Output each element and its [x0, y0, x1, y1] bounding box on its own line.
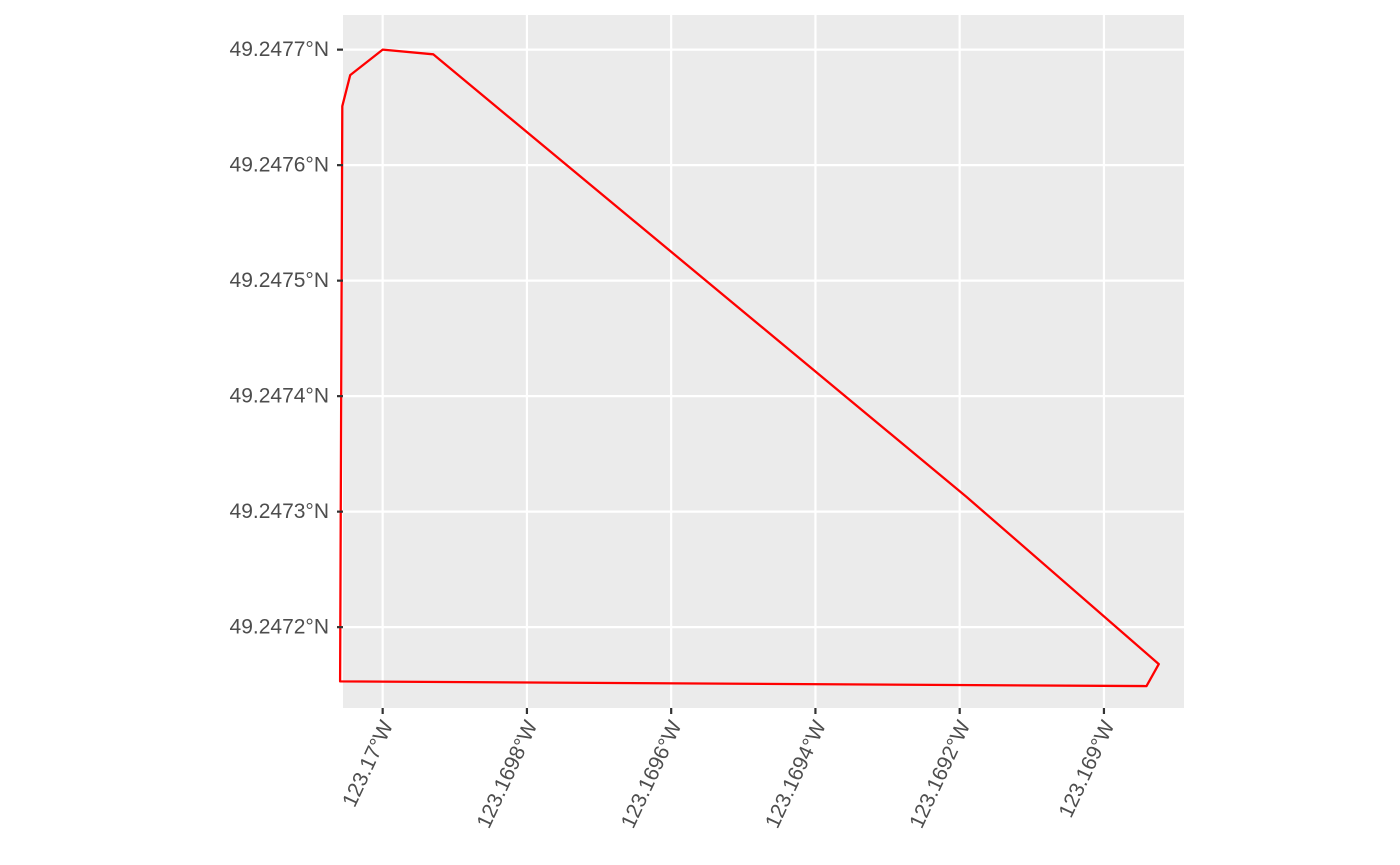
x-tick-label: 123.1696°W: [617, 717, 687, 832]
y-tick-label: 49.2477°N: [230, 38, 329, 61]
y-tick-label: 49.2474°N: [230, 385, 329, 408]
x-tick-label: 123.169°W: [1055, 717, 1120, 821]
x-tick-label: 123.1692°W: [905, 717, 975, 832]
x-tick-label: 123.17°W: [338, 717, 398, 811]
y-tick-label: 49.2475°N: [230, 269, 329, 292]
y-axis: 49.2477°N 49.2476°N 49.2475°N 49.2474°N 49.2…: [230, 38, 343, 639]
panel-background: [343, 15, 1184, 708]
y-tick-label: 49.2473°N: [230, 500, 329, 523]
y-tick-label: 49.2472°N: [230, 616, 329, 639]
x-gridlines: [381, 15, 1106, 708]
x-tick-label: 123.1694°W: [761, 717, 831, 832]
area-outline-polygon: [338, 48, 1160, 688]
x-axis: 123.17°W 123.1698°W 123.1696°W 123.1694°W 12…: [338, 708, 1119, 832]
x-tick-label: 123.1698°W: [473, 717, 543, 832]
y-tick-label: 49.2476°N: [230, 154, 329, 177]
y-gridlines: [343, 48, 1184, 629]
